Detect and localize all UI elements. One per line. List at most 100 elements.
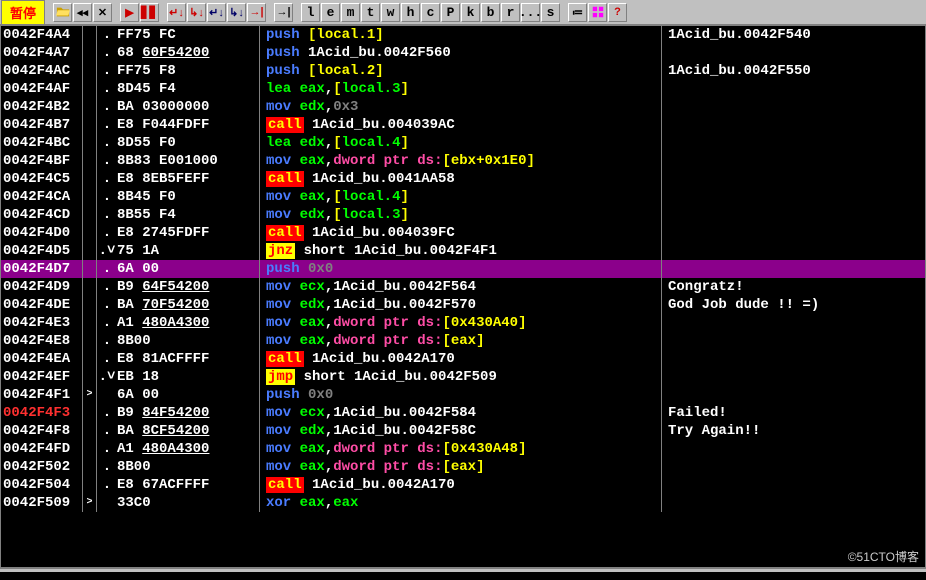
pause-icon[interactable]: ▋▋ [140, 3, 159, 22]
disasm-row[interactable]: 0042F4AF.8D45 F4lea eax,[local.3] [1, 80, 925, 98]
disasm-row[interactable]: 0042F4EA.E8 81ACFFFFcall 1Acid_bu.0042A1… [1, 350, 925, 368]
run-icon[interactable]: ▶ [120, 3, 139, 22]
hex-cell: BA 8CF54200 [117, 422, 259, 440]
comment-cell [661, 242, 925, 260]
asm-cell: mov edx,[local.3] [259, 206, 661, 224]
disasm-row[interactable]: 0042F4CD.8B55 F4mov edx,[local.3] [1, 206, 925, 224]
disasm-row[interactable]: 0042F4B7.E8 F044FDFFcall 1Acid_bu.004039… [1, 116, 925, 134]
address-cell: 0042F4B7 [1, 116, 83, 134]
execute-till-return-icon[interactable]: →| [247, 3, 266, 22]
window-button-...[interactable]: ... [521, 3, 540, 22]
address-cell: 0042F509 [1, 494, 83, 512]
dot-cell: .˅ [97, 242, 117, 260]
goto-icon[interactable]: →| [274, 3, 293, 22]
mark-cell [83, 440, 97, 458]
disasm-row[interactable]: 0042F4E3.A1 480A4300mov eax,dword ptr ds… [1, 314, 925, 332]
disasm-row[interactable]: 0042F4D0.E8 2745FDFFcall 1Acid_bu.004039… [1, 224, 925, 242]
asm-cell: push 0x0 [259, 386, 661, 404]
disasm-row[interactable]: 0042F4FD.A1 480A4300mov eax,dword ptr ds… [1, 440, 925, 458]
pause-button[interactable]: 暂停 [1, 0, 45, 25]
disasm-row[interactable]: 0042F4CA.8B45 F0mov eax,[local.4] [1, 188, 925, 206]
disasm-row[interactable]: 0042F4D5.˅75 1Ajnz short 1Acid_bu.0042F4… [1, 242, 925, 260]
asm-cell: mov edx,1Acid_bu.0042F570 [259, 296, 661, 314]
letter-button-group: lemtwhcPkbr...s [301, 3, 560, 22]
asm-cell: mov eax,dword ptr ds:[eax] [259, 332, 661, 350]
trace-over-icon[interactable]: ↳↓ [227, 3, 246, 22]
window-button-k[interactable]: k [461, 3, 480, 22]
mark-cell [83, 188, 97, 206]
disasm-row[interactable]: 0042F4F1>6A 00push 0x0 [1, 386, 925, 404]
window-button-s[interactable]: s [541, 3, 560, 22]
open-file-icon[interactable] [53, 3, 72, 22]
dot-cell: . [97, 350, 117, 368]
hex-cell: E8 81ACFFFF [117, 350, 259, 368]
comment-cell [661, 494, 925, 512]
window-button-b[interactable]: b [481, 3, 500, 22]
hex-cell: 8B45 F0 [117, 188, 259, 206]
disasm-row[interactable]: 0042F4EF.˅EB 18jmp short 1Acid_bu.0042F5… [1, 368, 925, 386]
asm-cell: jmp short 1Acid_bu.0042F509 [259, 368, 661, 386]
disasm-row[interactable]: 0042F4D7.6A 00push 0x0 [1, 260, 925, 278]
asm-cell: call 1Acid_bu.0042A170 [259, 476, 661, 494]
disasm-row[interactable]: 0042F4E8.8B00mov eax,dword ptr ds:[eax] [1, 332, 925, 350]
hex-cell: 6A 00 [117, 386, 259, 404]
window-button-h[interactable]: h [401, 3, 420, 22]
hex-cell: 8B55 F4 [117, 206, 259, 224]
address-cell: 0042F4A4 [1, 26, 83, 44]
disasm-row[interactable]: 0042F4BC.8D55 F0lea edx,[local.4] [1, 134, 925, 152]
dot-cell: . [97, 278, 117, 296]
help-icon[interactable]: ? [608, 3, 627, 22]
close-icon[interactable]: ✕ [93, 3, 112, 22]
disasm-row[interactable]: 0042F4C5.E8 8EB5FEFFcall 1Acid_bu.0041AA… [1, 170, 925, 188]
disasm-row[interactable]: 0042F4A7.68 60F54200push 1Acid_bu.0042F5… [1, 44, 925, 62]
mark-cell [83, 98, 97, 116]
address-cell: 0042F4CD [1, 206, 83, 224]
comment-cell [661, 134, 925, 152]
mark-cell [83, 134, 97, 152]
window-button-P[interactable]: P [441, 3, 460, 22]
mark-cell [83, 260, 97, 278]
disasm-row[interactable]: 0042F504.E8 67ACFFFFcall 1Acid_bu.0042A1… [1, 476, 925, 494]
disasm-row[interactable]: 0042F4F3.B9 84F54200mov ecx,1Acid_bu.004… [1, 404, 925, 422]
window-button-l[interactable]: l [301, 3, 320, 22]
dot-cell: . [97, 440, 117, 458]
trace-into-icon[interactable]: ↵↓ [207, 3, 226, 22]
disasm-row[interactable]: 0042F4AC.FF75 F8push [local.2]1Acid_bu.0… [1, 62, 925, 80]
window-button-w[interactable]: w [381, 3, 400, 22]
asm-cell: mov edx,1Acid_bu.0042F58C [259, 422, 661, 440]
asm-cell: call 1Acid_bu.0042A170 [259, 350, 661, 368]
asm-cell: mov eax,dword ptr ds:[0x430A40] [259, 314, 661, 332]
disasm-row[interactable]: 0042F4B2.BA 03000000mov edx,0x3 [1, 98, 925, 116]
window-button-c[interactable]: c [421, 3, 440, 22]
mark-cell [83, 350, 97, 368]
hex-cell: B9 64F54200 [117, 278, 259, 296]
asm-cell: mov eax,dword ptr ds:[ebx+0x1E0] [259, 152, 661, 170]
rewind-icon[interactable]: ◂◂ [73, 3, 92, 22]
patches-icon[interactable] [588, 3, 607, 22]
step-over-icon[interactable]: ↳↓ [187, 3, 206, 22]
window-button-e[interactable]: e [321, 3, 340, 22]
comment-cell [661, 116, 925, 134]
disassembly-panel[interactable]: 0042F4A4.FF75 FCpush [local.1]1Acid_bu.0… [0, 25, 926, 568]
dot-cell [97, 386, 117, 404]
comment-cell: 1Acid_bu.0042F540 [661, 26, 925, 44]
window-button-m[interactable]: m [341, 3, 360, 22]
window-button-t[interactable]: t [361, 3, 380, 22]
hex-cell: BA 03000000 [117, 98, 259, 116]
list-icon[interactable]: ≔ [568, 3, 587, 22]
disasm-row[interactable]: 0042F4F8.BA 8CF54200mov edx,1Acid_bu.004… [1, 422, 925, 440]
disasm-row[interactable]: 0042F509>33C0xor eax,eax [1, 494, 925, 512]
comment-cell [661, 44, 925, 62]
disasm-row[interactable]: 0042F4DE.BA 70F54200mov edx,1Acid_bu.004… [1, 296, 925, 314]
hex-cell: 33C0 [117, 494, 259, 512]
address-cell: 0042F504 [1, 476, 83, 494]
disasm-row[interactable]: 0042F4A4.FF75 FCpush [local.1]1Acid_bu.0… [1, 26, 925, 44]
dot-cell: . [97, 62, 117, 80]
disasm-row[interactable]: 0042F4BF.8B83 E001000mov eax,dword ptr d… [1, 152, 925, 170]
asm-cell: call 1Acid_bu.0041AA58 [259, 170, 661, 188]
step-into-icon[interactable]: ↵↓ [167, 3, 186, 22]
dot-cell: . [97, 458, 117, 476]
window-button-r[interactable]: r [501, 3, 520, 22]
disasm-row[interactable]: 0042F502.8B00mov eax,dword ptr ds:[eax] [1, 458, 925, 476]
disasm-row[interactable]: 0042F4D9.B9 64F54200mov ecx,1Acid_bu.004… [1, 278, 925, 296]
